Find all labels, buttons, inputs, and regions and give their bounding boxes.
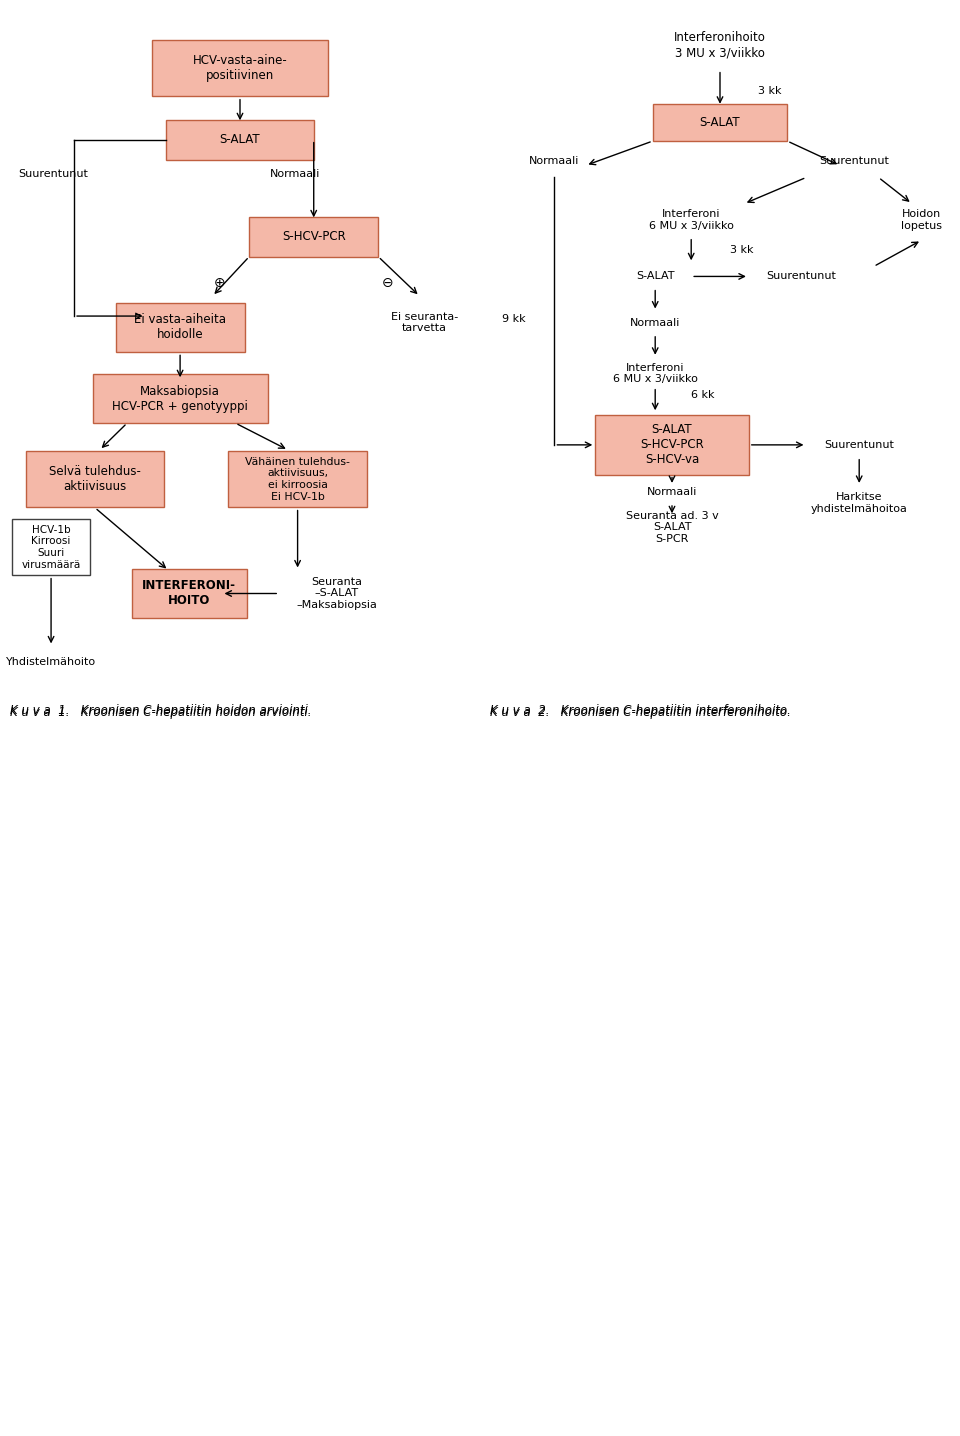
Text: Suurentunut: Suurentunut <box>825 439 894 449</box>
Text: Seuranta ad. 3 v
S-ALAT
S-PCR: Seuranta ad. 3 v S-ALAT S-PCR <box>626 511 718 544</box>
FancyBboxPatch shape <box>26 451 164 507</box>
Text: Maksabiopsia
HCV-PCR + genotyyppi: Maksabiopsia HCV-PCR + genotyyppi <box>112 385 248 412</box>
Text: 3 kk: 3 kk <box>758 86 781 96</box>
Text: K u v a  2.   Kroonisen C-hepatiitin interferonihoito.: K u v a 2. Kroonisen C-hepatiitin interf… <box>490 705 790 719</box>
FancyBboxPatch shape <box>653 105 787 141</box>
Text: Normaali: Normaali <box>529 157 580 165</box>
Text: S-ALAT: S-ALAT <box>700 116 740 129</box>
FancyBboxPatch shape <box>595 415 749 474</box>
FancyBboxPatch shape <box>166 119 314 159</box>
Text: Suurentunut: Suurentunut <box>767 271 836 281</box>
Text: HCV-vasta-aine-
positiivinen: HCV-vasta-aine- positiivinen <box>193 55 287 82</box>
Text: Vähäinen tulehdus-
aktiivisuus,
ei kirroosia
Ei HCV-1b: Vähäinen tulehdus- aktiivisuus, ei kirro… <box>245 457 350 501</box>
Text: ⊕: ⊕ <box>213 276 225 290</box>
Text: Harkitse
yhdistelmähoitoa: Harkitse yhdistelmähoitoa <box>811 493 907 514</box>
Text: Selvä tulehdus-
aktiivisuus: Selvä tulehdus- aktiivisuus <box>49 465 141 493</box>
FancyBboxPatch shape <box>12 520 90 576</box>
Text: Ei vasta-aiheita
hoidolle: Ei vasta-aiheita hoidolle <box>134 313 227 342</box>
Text: K u v a  2.   Kroonisen C-hepatiitin interferonihoito.: K u v a 2. Kroonisen C-hepatiitin interf… <box>490 704 790 718</box>
Text: S-HCV-PCR: S-HCV-PCR <box>282 230 346 243</box>
Text: 6 kk: 6 kk <box>691 391 714 401</box>
Text: 3 kk: 3 kk <box>730 246 753 256</box>
Text: K u v a  1.   Kroonisen C-hepatiitin hoidon arviointi.: K u v a 1. Kroonisen C-hepatiitin hoidon… <box>10 705 311 719</box>
FancyBboxPatch shape <box>115 303 245 352</box>
Text: Normaali: Normaali <box>630 317 681 327</box>
Text: Suurentunut: Suurentunut <box>820 157 889 165</box>
Text: Hoidon
lopetus: Hoidon lopetus <box>901 210 942 231</box>
FancyBboxPatch shape <box>153 40 327 96</box>
Text: S-ALAT
S-HCV-PCR
S-HCV-va: S-ALAT S-HCV-PCR S-HCV-va <box>640 424 704 467</box>
Text: INTERFERONI-
HOITO: INTERFERONI- HOITO <box>142 580 236 607</box>
Text: Normaali: Normaali <box>270 169 321 180</box>
Text: Normaali: Normaali <box>647 487 697 497</box>
FancyBboxPatch shape <box>92 373 268 424</box>
Text: K u v a  1.   Kroonisen C-hepatiitin hoidon arviointi.: K u v a 1. Kroonisen C-hepatiitin hoidon… <box>10 704 311 718</box>
FancyBboxPatch shape <box>228 451 367 507</box>
Text: Suurentunut: Suurentunut <box>18 169 88 180</box>
FancyBboxPatch shape <box>250 217 378 257</box>
Text: Interferoni
6 MU x 3/viikko: Interferoni 6 MU x 3/viikko <box>649 210 733 231</box>
FancyBboxPatch shape <box>132 569 247 619</box>
Text: S-ALAT: S-ALAT <box>220 134 260 146</box>
Text: HCV-1b
Kirroosi
Suuri
virusmäärä: HCV-1b Kirroosi Suuri virusmäärä <box>21 526 81 570</box>
Text: Interferonihoito
3 MU x 3/viikko: Interferonihoito 3 MU x 3/viikko <box>674 32 766 59</box>
Text: Ei seuranta-
tarvetta: Ei seuranta- tarvetta <box>391 312 458 333</box>
Text: Yhdistelmähoito: Yhdistelmähoito <box>6 656 96 666</box>
Text: Interferoni
6 MU x 3/viikko: Interferoni 6 MU x 3/viikko <box>612 363 698 385</box>
Text: S-ALAT: S-ALAT <box>636 271 675 281</box>
Text: ⊖: ⊖ <box>382 276 394 290</box>
Text: Seuranta
–S-ALAT
–Maksabiopsia: Seuranta –S-ALAT –Maksabiopsia <box>297 577 377 610</box>
Text: 9 kk: 9 kk <box>502 314 525 325</box>
